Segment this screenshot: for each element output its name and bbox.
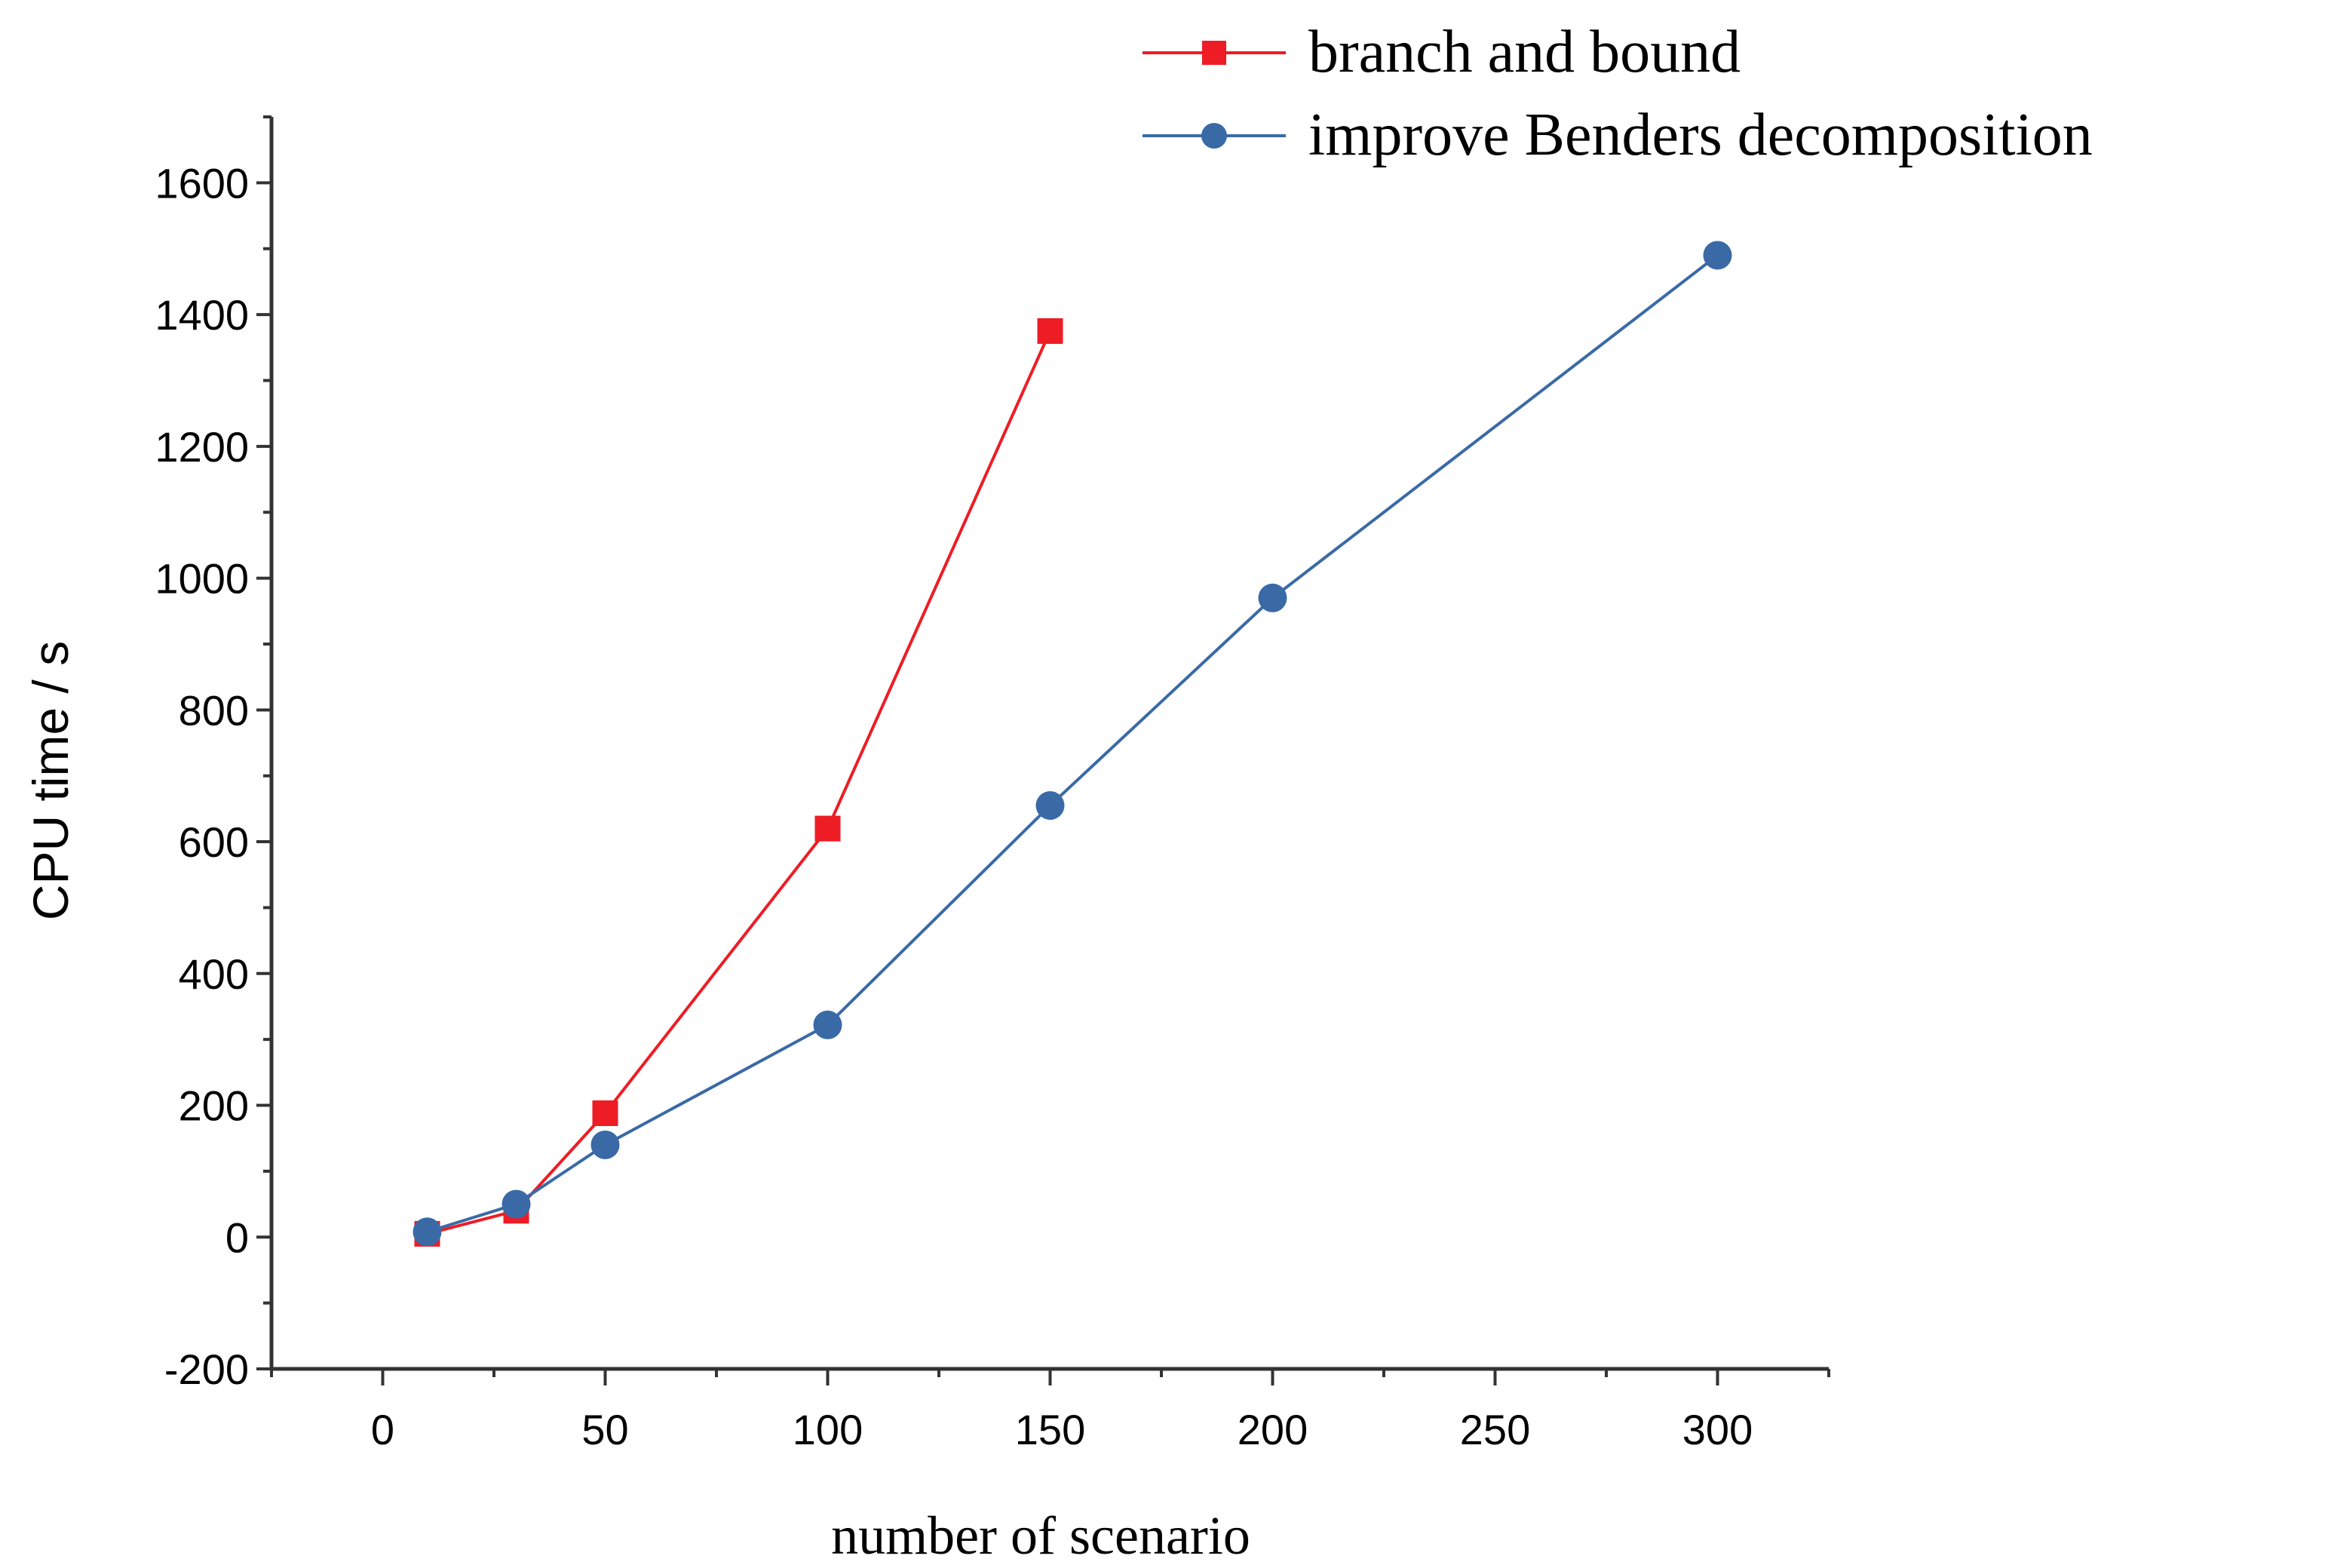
- y-axis-label: CPU time / s: [23, 641, 78, 920]
- x-tick-label: 50: [581, 1406, 628, 1453]
- x-tick-label: 150: [1015, 1406, 1085, 1453]
- y-tick-label: 1600: [155, 159, 249, 207]
- data-point: [592, 1100, 618, 1127]
- legend-label: branch and bound: [1308, 19, 1741, 85]
- axes: -200 0 200 400 600 800 1000 1200 1400 1600 0 50 100…: [155, 115, 1830, 1453]
- x-tick-label: 300: [1682, 1406, 1753, 1453]
- x-tick-label: 100: [793, 1406, 863, 1453]
- legend-item-2: improve Benders decomposition: [1143, 102, 2093, 168]
- y-tick-label: 400: [179, 950, 249, 998]
- series-line: [426, 253, 1719, 1234]
- legend-item-1: branch and bound: [1143, 19, 1741, 85]
- y-axis-ticks: -200 0 200 400 600 800 1000 1200 1400 1600: [155, 115, 271, 1393]
- legend-label: improve Benders decomposition: [1308, 102, 2093, 168]
- data-point: [413, 1217, 442, 1247]
- data-point: [1035, 791, 1065, 820]
- legend-marker: [1201, 123, 1227, 149]
- y-tick-label: 200: [179, 1082, 249, 1130]
- data-point: [590, 1130, 620, 1159]
- x-tick-label: 250: [1460, 1406, 1530, 1453]
- series-1: [414, 318, 1063, 1247]
- x-axis-ticks: 0 50 100 150 200 250 300: [270, 1369, 1830, 1453]
- data-point: [1703, 241, 1732, 270]
- data-point: [501, 1189, 531, 1219]
- legend: branch and bound improve Benders decompos…: [1143, 19, 2093, 168]
- y-tick-label: 1200: [155, 423, 249, 471]
- y-tick-label: -200: [164, 1346, 249, 1393]
- y-tick-label: 1400: [155, 291, 249, 339]
- x-tick-label: 200: [1238, 1406, 1308, 1453]
- y-tick-label: 600: [179, 818, 249, 866]
- data-point: [1037, 318, 1063, 344]
- y-tick-label: 0: [225, 1214, 249, 1261]
- data-point: [1258, 583, 1287, 612]
- series-line: [426, 330, 1052, 1235]
- data-point: [813, 1010, 842, 1039]
- x-axis-label: number of scenario: [831, 1505, 1250, 1566]
- y-tick-label: 800: [179, 686, 249, 734]
- legend-marker: [1202, 41, 1226, 65]
- data-point: [814, 815, 841, 842]
- x-tick-label: 0: [371, 1406, 394, 1453]
- y-tick-label: 1000: [155, 555, 249, 603]
- series-layer: [413, 241, 1732, 1247]
- series-2: [413, 241, 1732, 1247]
